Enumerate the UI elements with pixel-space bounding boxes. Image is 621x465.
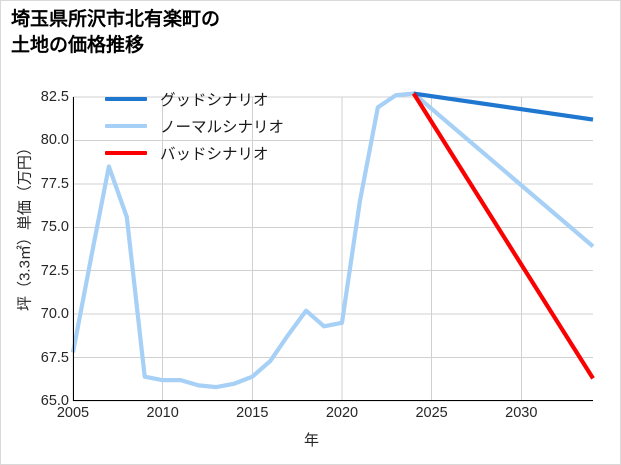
legend-item[interactable]: バッドシナリオ — [105, 143, 284, 163]
y-tick-label: 82.5 — [40, 89, 69, 105]
legend-item-label: ノーマルシナリオ — [160, 119, 285, 136]
y-tick-label: 65.0 — [40, 393, 69, 409]
data-series-layer — [70, 91, 595, 390]
legend-swatch-icon — [105, 124, 147, 128]
chart-title: 埼玉県所沢市北有楽町の 土地の価格推移 — [11, 9, 221, 57]
series-line-good — [413, 91, 594, 122]
chart-legend: グッドシナリオ ノーマルシナリオ バッドシナリオ — [105, 89, 284, 163]
x-tick-label: 2015 — [236, 405, 269, 421]
y-tick-label: 75.0 — [40, 219, 69, 236]
x-tick-label: 2005 — [56, 405, 90, 421]
plot-area — [70, 91, 595, 402]
y-axis-label: 坪（3.3㎡）単価（万円） — [16, 140, 34, 311]
legend-swatch-icon — [105, 151, 147, 155]
legend-swatch-icon — [105, 97, 147, 101]
x-tick-label: 2020 — [325, 405, 359, 421]
x-tick-label: 2025 — [415, 405, 448, 421]
y-tick-label: 67.5 — [40, 349, 69, 366]
axis-spines — [73, 97, 593, 401]
series-line-normal — [70, 91, 595, 390]
y-tick-label: 72.5 — [40, 262, 69, 279]
legend-item[interactable]: グッドシナリオ — [105, 89, 284, 109]
legend-item-label: グッドシナリオ — [160, 92, 269, 109]
series-line-bad — [411, 92, 595, 380]
x-tick-label: 2030 — [505, 405, 538, 421]
legend-item[interactable]: ノーマルシナリオ — [105, 116, 284, 136]
x-axis-label: 年 — [303, 432, 319, 449]
y-tick-label: 80.0 — [40, 132, 69, 149]
y-tick-label: 70.0 — [40, 306, 69, 323]
y-tick-label: 77.5 — [40, 175, 69, 192]
x-tick-label: 2010 — [146, 405, 179, 421]
x-axis-tick-labels: 2005 2010 2015 2020 2025 2030 — [1, 405, 620, 429]
legend-item-label: バッドシナリオ — [160, 146, 269, 163]
y-axis-tick-labels: 65.0 67.5 70.0 72.5 75.0 77.5 80.0 82.5 — [17, 1, 69, 464]
